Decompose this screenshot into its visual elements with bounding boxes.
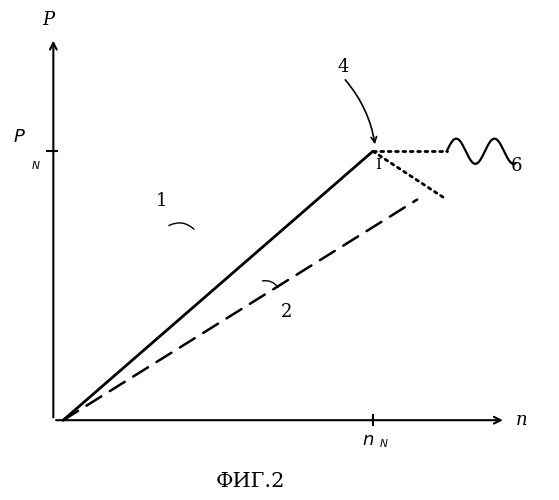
Text: n: n [515, 411, 527, 429]
Text: 6: 6 [510, 157, 522, 175]
Text: 2: 2 [281, 302, 292, 320]
Text: 1: 1 [156, 192, 167, 210]
Text: $_N$: $_N$ [31, 158, 41, 172]
Text: $P$: $P$ [13, 128, 26, 146]
Text: $_N$: $_N$ [379, 436, 389, 450]
Text: P: P [42, 12, 54, 30]
Text: 4: 4 [338, 58, 349, 76]
Text: $n$: $n$ [362, 430, 374, 448]
Text: I: I [376, 158, 381, 172]
Text: ФИГ.2: ФИГ.2 [215, 472, 285, 490]
